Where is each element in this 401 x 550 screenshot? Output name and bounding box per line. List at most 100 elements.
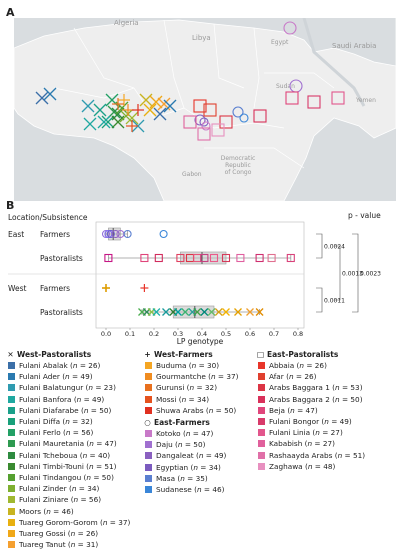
data-point <box>174 308 182 316</box>
x-tick-label: 0.0 <box>101 330 111 338</box>
legend-swatch <box>145 362 152 369</box>
subsistence-label: Farmers <box>40 230 70 239</box>
legend-item-count: = 51) <box>93 461 117 471</box>
legend-item-count: = 32) <box>69 417 93 426</box>
legend-swatch <box>145 463 152 471</box>
location-label: West <box>8 284 26 293</box>
legend-item: Gourmantche (n = 37) <box>145 372 239 382</box>
legend-item-count: = 30) <box>196 361 220 370</box>
map-label-egypt: Egypt <box>271 39 289 46</box>
legend-swatch <box>8 507 15 515</box>
data-point <box>222 308 230 316</box>
map-marker-west-pastoralist <box>43 87 57 101</box>
p-value-bracket: 0.0013 <box>334 245 363 301</box>
legend-swatch <box>145 486 152 493</box>
x-tick-label: 0.1 <box>125 330 135 338</box>
legend-item-count: = 46) <box>50 506 74 516</box>
legend-group-title-text: East-Pastoralists <box>267 350 339 359</box>
legend-item-count: = 56) <box>70 428 94 438</box>
legend-swatch <box>145 430 152 437</box>
map-marker-west-pastoralist <box>153 107 167 121</box>
data-point <box>101 229 111 239</box>
data-point <box>140 253 149 263</box>
legend-item-name: Fulani Ziniare ( <box>19 495 74 505</box>
map-marker-west-farmer <box>126 120 138 132</box>
legend-item-name: Fulani Mauretania ( <box>19 439 90 449</box>
map-marker-east-pastoralist <box>307 95 321 109</box>
legend-swatch <box>258 362 265 369</box>
subsistence-label: Pastoralists <box>40 308 83 317</box>
x-axis-label: LP genotype <box>177 337 224 346</box>
legend-swatch <box>8 384 15 392</box>
map-marker-west-pastoralist <box>81 99 95 113</box>
legend-item-count: = 37) <box>215 372 239 382</box>
legend-item-name: Gurunsi ( <box>156 383 190 393</box>
legend-item-name: Tuareg Gossi ( <box>19 529 71 538</box>
legend-item-name: Moors ( <box>19 506 47 516</box>
data-point <box>162 308 170 316</box>
legend-swatch <box>8 418 15 425</box>
legend-item: Fulani Tindangou (n = 50) <box>8 473 114 483</box>
map-marker-west-pastoralist <box>97 115 111 129</box>
data-point <box>234 308 242 316</box>
map-marker-west-pastoralist <box>143 103 157 117</box>
legend-swatch <box>258 440 265 448</box>
map-marker-west-farmer <box>112 98 124 110</box>
data-point <box>176 253 185 263</box>
legend-item-count: = 26) <box>77 361 101 370</box>
map-marker-east-pastoralist <box>203 103 217 117</box>
map-marker-east-farmer <box>201 121 211 131</box>
legend-item-name: Fulani Timbi-Touni ( <box>19 461 90 471</box>
legend-item-name: Sudanese ( <box>156 485 197 494</box>
legend-item-count: = 27) <box>312 439 335 449</box>
legend-item: Arabs Baggara 2 (n = 50) <box>258 395 363 405</box>
legend-group-title: ✕ West-Pastoralists <box>6 350 91 359</box>
map-marker-west-pastoralist <box>149 95 163 109</box>
legend-item-count: = 47) <box>93 439 117 449</box>
legend-item: Fulani Ader (n = 49) <box>8 372 93 382</box>
legend-item: Shuwa Arabs (n = 50) <box>145 406 236 416</box>
legend-item-count: = 47) <box>294 405 318 415</box>
legend-item-count: = 31) <box>75 540 99 550</box>
legend-item: Fulani Mauretania (n = 47) <box>8 439 117 449</box>
x-tick-label: 0.6 <box>245 330 255 338</box>
p-value-header: p - value <box>348 211 381 220</box>
legend-item-name: Fulani Diafarabe ( <box>19 405 84 415</box>
legend-swatch <box>258 429 265 437</box>
data-point <box>236 253 245 263</box>
legend-item-count: = 50) <box>88 405 112 415</box>
map-marker-east-pastoralist <box>193 99 207 113</box>
legend-item-name: Buduma ( <box>156 361 192 370</box>
map-marker-west-pastoralist <box>111 115 125 129</box>
legend-item-name: Masa ( <box>156 473 181 483</box>
data-point <box>246 308 254 316</box>
legend-item: Fulani Balatungur (n = 23) <box>8 383 116 393</box>
legend-item-name: Fulani Balatungur ( <box>19 383 89 393</box>
legend-item: Buduma (n = 30) <box>145 361 219 371</box>
legend-item-count: = 40) <box>87 450 111 460</box>
legend-item-count: = 49) <box>203 451 227 461</box>
legend-item: Tuareg Gossi (n = 26) <box>8 529 98 539</box>
legend-item: Masa (n = 35) <box>145 474 208 484</box>
legend-item: Fulani Abalak (n = 26) <box>8 361 100 371</box>
p-value-label: 0.0013 <box>342 271 363 278</box>
legend-item: Beja (n = 47) <box>258 406 318 416</box>
legend-item-name: Tuareg Gorom-Gorom ( <box>19 517 103 527</box>
iqr-box <box>172 305 215 319</box>
data-point <box>140 284 149 292</box>
map-label-sudan: Sudan <box>276 83 295 90</box>
legend-item: Fulani Diafarabe (n = 50) <box>8 406 111 416</box>
map-marker-east-pastoralist <box>183 115 197 129</box>
land-mass <box>14 18 396 201</box>
p-value-label: 0.0011 <box>324 298 345 305</box>
data-point <box>154 253 163 263</box>
legend-item: Tuareg Gorom-Gorom (n = 37) <box>8 518 130 528</box>
map-label-drc-line: Democratic <box>221 155 256 162</box>
legend-item: Zaghawa (n = 48) <box>258 462 335 472</box>
legend-item-name: Arabs Baggara 1 ( <box>269 383 336 393</box>
legend-swatch <box>258 384 265 392</box>
p-value-bracket: 0.0023 <box>352 233 381 313</box>
map-label-gabon: Gabon <box>182 171 202 178</box>
data-point <box>209 253 219 263</box>
legend-item-name: Fulani Diffa ( <box>19 417 66 426</box>
